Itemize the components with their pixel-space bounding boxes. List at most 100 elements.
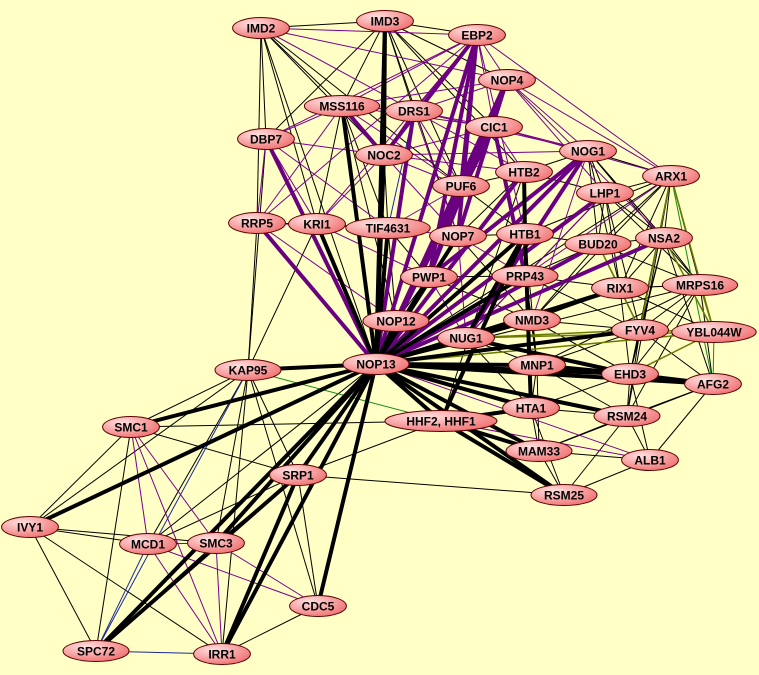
node-nsa2[interactable]: NSA2 (635, 227, 693, 249)
node-ellipse[interactable] (228, 212, 286, 234)
node-tif4631[interactable]: TIF4631 (345, 217, 431, 239)
node-imd3[interactable]: IMD3 (356, 10, 414, 32)
node-smc3[interactable]: SMC3 (187, 532, 245, 554)
node-dbp7[interactable]: DBP7 (237, 128, 295, 150)
node-afg2[interactable]: AFG2 (684, 373, 742, 395)
node-rix1[interactable]: RIX1 (591, 277, 649, 299)
node-ellipse[interactable] (495, 161, 553, 183)
node-ellipse[interactable] (505, 440, 573, 462)
node-rsm25[interactable]: RSM25 (530, 484, 598, 506)
edge-nop13-htb1 (374, 232, 527, 366)
node-ellipse[interactable] (237, 128, 295, 150)
node-ellipse[interactable] (214, 359, 282, 381)
node-ellipse[interactable] (684, 373, 742, 395)
node-ellipse[interactable] (384, 410, 498, 432)
node-ellipse[interactable] (591, 277, 649, 299)
node-htb2[interactable]: HTB2 (495, 161, 553, 183)
node-nop4[interactable]: NOP4 (478, 69, 536, 91)
node-ellipse[interactable] (232, 17, 290, 39)
node-puf6[interactable]: PUF6 (432, 175, 490, 197)
node-ehd3[interactable]: EHD3 (601, 363, 659, 385)
node-ellipse[interactable] (119, 533, 177, 555)
node-arx1[interactable]: ARX1 (642, 165, 700, 187)
node-mrps16[interactable]: MRPS16 (661, 274, 739, 296)
node-srp1[interactable]: SRP1 (269, 464, 327, 486)
node-ivy1[interactable]: IVY1 (1, 516, 59, 538)
node-alb1[interactable]: ALB1 (621, 449, 679, 471)
node-lhp1[interactable]: LHP1 (576, 182, 634, 204)
node-nop12[interactable]: NOP12 (362, 310, 430, 332)
node-ellipse[interactable] (448, 24, 506, 46)
node-mnp1[interactable]: MNP1 (508, 354, 566, 376)
node-drs1[interactable]: DRS1 (385, 100, 443, 122)
node-rrp5[interactable]: RRP5 (228, 212, 286, 234)
node-ellipse[interactable] (429, 225, 487, 247)
node-ellipse[interactable] (269, 464, 327, 486)
node-ellipse[interactable] (491, 265, 559, 287)
node-ellipse[interactable] (611, 319, 669, 341)
node-kap95[interactable]: KAP95 (214, 359, 282, 381)
node-ellipse[interactable] (671, 321, 757, 343)
node-cdc5[interactable]: CDC5 (289, 595, 347, 617)
node-ellipse[interactable] (288, 213, 346, 235)
node-nug1[interactable]: NUG1 (437, 327, 495, 349)
node-mam33[interactable]: MAM33 (505, 440, 573, 462)
node-ellipse[interactable] (661, 274, 739, 296)
node-nmd3[interactable]: NMD3 (503, 309, 561, 331)
node-ellipse[interactable] (1, 516, 59, 538)
node-ellipse[interactable] (559, 140, 617, 162)
node-ellipse[interactable] (356, 10, 414, 32)
node-nop13[interactable]: NOP13 (342, 353, 410, 375)
node-imd2[interactable]: IMD2 (232, 17, 290, 39)
node-fyv4[interactable]: FYV4 (611, 319, 669, 341)
node-htb1[interactable]: HTB1 (496, 223, 554, 245)
node-ellipse[interactable] (102, 416, 160, 438)
node-bud20[interactable]: BUD20 (564, 233, 632, 255)
node-ellipse[interactable] (503, 309, 561, 331)
node-ellipse[interactable] (576, 182, 634, 204)
node-ellipse[interactable] (345, 217, 431, 239)
node-ellipse[interactable] (289, 595, 347, 617)
node-ellipse[interactable] (508, 354, 566, 376)
node-ellipse[interactable] (193, 643, 251, 665)
node-ellipse[interactable] (593, 405, 661, 427)
node-ellipse[interactable] (400, 266, 458, 288)
node-ellipse[interactable] (621, 449, 679, 471)
node-ellipse[interactable] (635, 227, 693, 249)
node-hhf2[interactable]: HHF2, HHF1 (384, 410, 498, 432)
node-ellipse[interactable] (496, 223, 554, 245)
node-hta1[interactable]: HTA1 (502, 397, 560, 419)
node-ellipse[interactable] (362, 310, 430, 332)
node-prp43[interactable]: PRP43 (491, 265, 559, 287)
node-ellipse[interactable] (478, 69, 536, 91)
node-pwp1[interactable]: PWP1 (400, 266, 458, 288)
node-ellipse[interactable] (342, 353, 410, 375)
node-kri1[interactable]: KRI1 (288, 213, 346, 235)
node-mss116[interactable]: MSS116 (303, 95, 381, 117)
node-ebp2[interactable]: EBP2 (448, 24, 506, 46)
node-ellipse[interactable] (437, 327, 495, 349)
node-ellipse[interactable] (564, 233, 632, 255)
node-irr1[interactable]: IRR1 (193, 643, 251, 665)
node-cic1[interactable]: CIC1 (465, 116, 523, 138)
node-ybl044w[interactable]: YBL044W (671, 321, 757, 343)
node-ellipse[interactable] (642, 165, 700, 187)
node-ellipse[interactable] (432, 175, 490, 197)
node-nop7[interactable]: NOP7 (429, 225, 487, 247)
node-smc1[interactable]: SMC1 (102, 416, 160, 438)
node-ellipse[interactable] (303, 95, 381, 117)
node-ellipse[interactable] (355, 144, 413, 166)
node-nog1[interactable]: NOG1 (559, 140, 617, 162)
node-label: LHP1 (590, 187, 621, 201)
node-noc2[interactable]: NOC2 (355, 144, 413, 166)
node-ellipse[interactable] (465, 116, 523, 138)
node-mcd1[interactable]: MCD1 (119, 533, 177, 555)
node-ellipse[interactable] (62, 640, 130, 662)
node-ellipse[interactable] (530, 484, 598, 506)
node-ellipse[interactable] (601, 363, 659, 385)
node-rsm24[interactable]: RSM24 (593, 405, 661, 427)
node-spc72[interactable]: SPC72 (62, 640, 130, 662)
node-ellipse[interactable] (187, 532, 245, 554)
node-ellipse[interactable] (502, 397, 560, 419)
node-ellipse[interactable] (385, 100, 443, 122)
